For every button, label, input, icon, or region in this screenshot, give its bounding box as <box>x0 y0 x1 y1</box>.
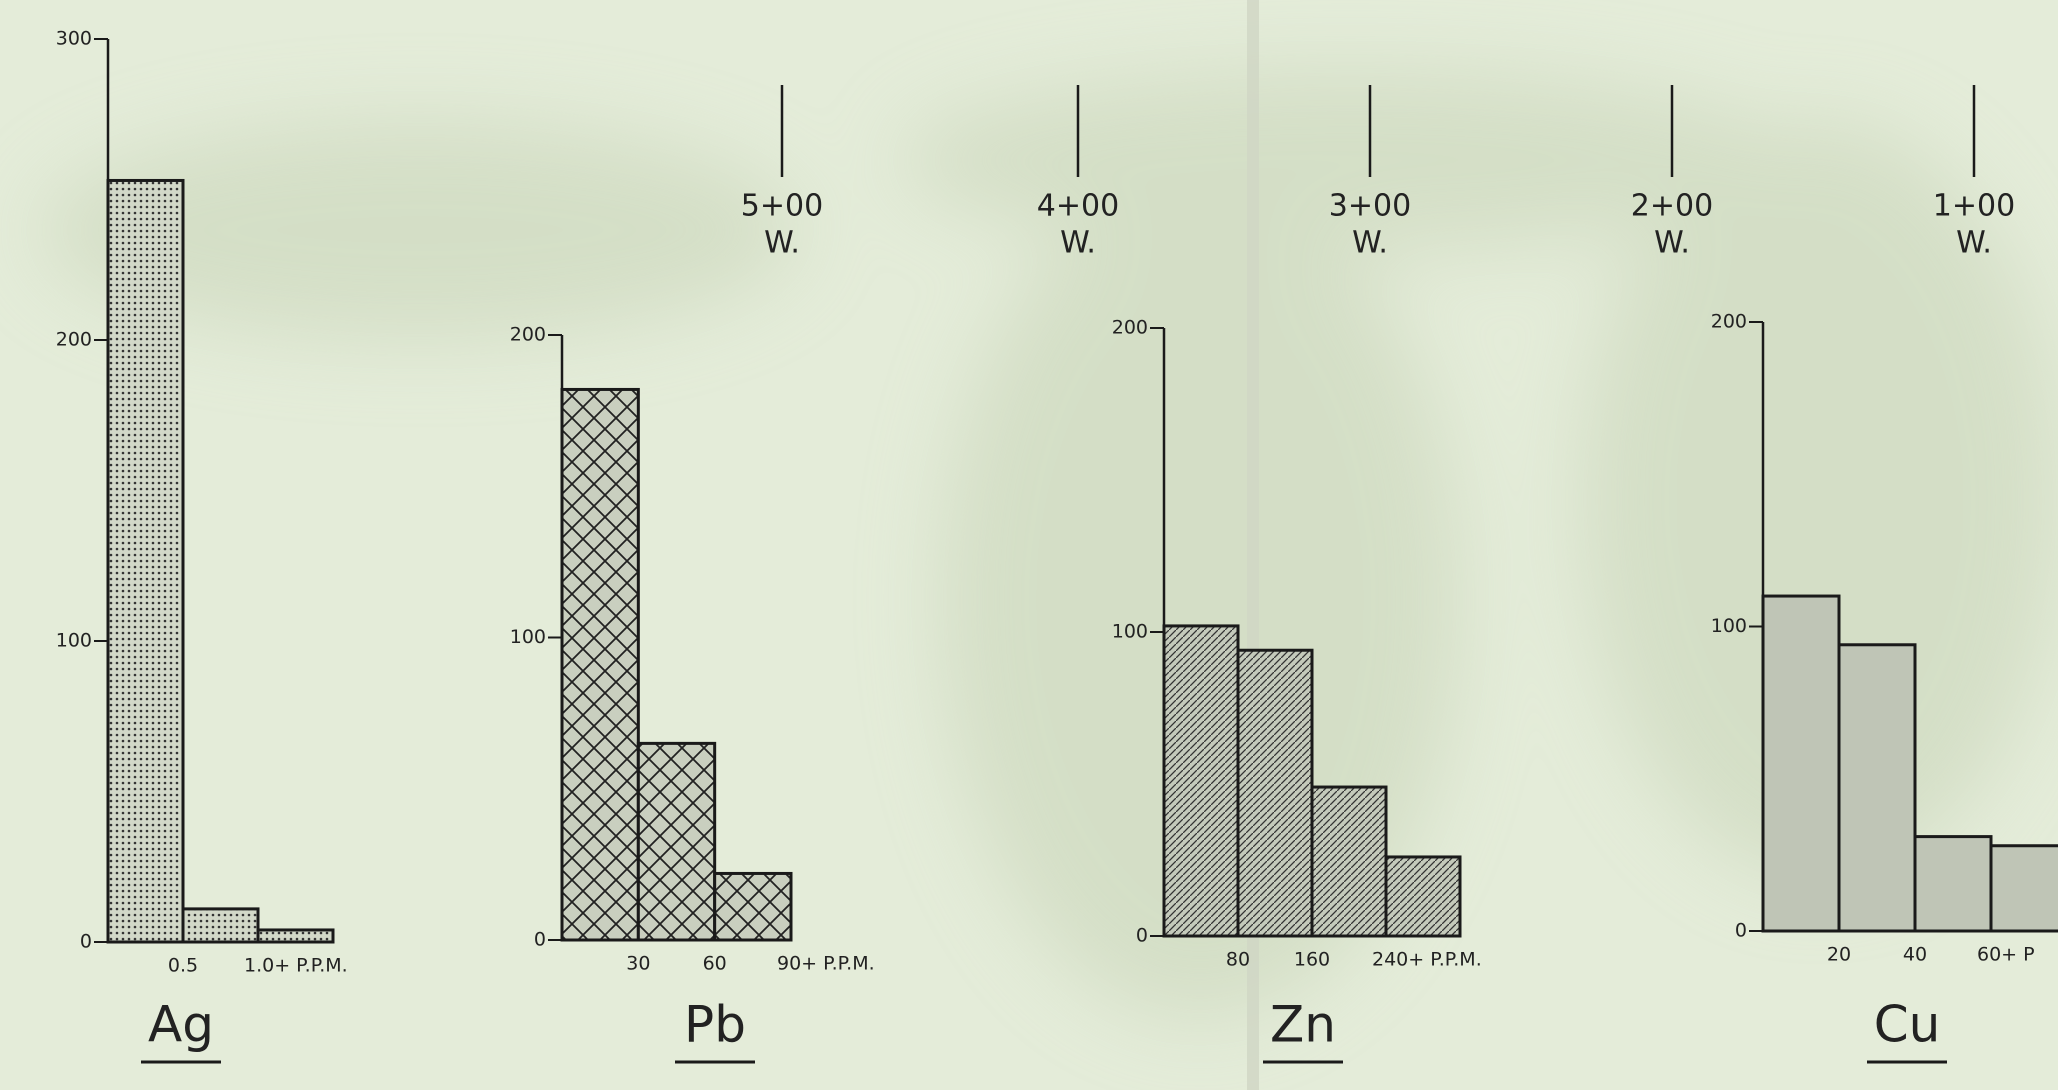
station-label: 3+00 <box>1329 189 1411 224</box>
x-tick-label: 160 <box>1294 949 1330 971</box>
station-sub: W. <box>764 226 800 261</box>
y-tick-label: 200 <box>1711 311 1747 333</box>
x-tick-label: 60 <box>703 953 727 975</box>
station-sub: W. <box>1654 226 1690 261</box>
y-tick-label: 300 <box>56 28 92 50</box>
bar <box>1384 855 1462 938</box>
chart-title: Cu <box>1874 996 1941 1054</box>
bar <box>560 387 640 942</box>
station-label: 5+00 <box>741 189 823 224</box>
x-tick-label: 30 <box>626 953 650 975</box>
x-tick-label: 60+ P <box>1977 944 2035 966</box>
y-tick-label: 100 <box>1112 621 1148 643</box>
x-tick-label: 40 <box>1903 944 1927 966</box>
station-sub: W. <box>1956 226 1992 261</box>
bar <box>106 178 185 944</box>
y-tick-label: 0 <box>1735 920 1747 942</box>
y-tick-label: 100 <box>1711 615 1747 637</box>
y-tick-label: 0 <box>534 929 546 951</box>
bar <box>1162 624 1240 938</box>
station-sub: W. <box>1352 226 1388 261</box>
x-tick-label: 0.5 <box>168 955 198 977</box>
x-tick-label: 240+ P.P.M. <box>1372 949 1482 971</box>
bar <box>1837 643 1917 933</box>
station-sub: W. <box>1060 226 1096 261</box>
bar <box>256 928 335 944</box>
y-tick-label: 200 <box>510 324 546 346</box>
y-tick-label: 0 <box>1136 925 1148 947</box>
bar <box>1913 835 1993 933</box>
y-tick-label: 100 <box>510 626 546 648</box>
bar <box>181 907 260 944</box>
bar <box>1236 648 1314 938</box>
station-label: 1+00 <box>1933 189 2015 224</box>
chart-title: Ag <box>148 996 214 1054</box>
bar <box>636 741 717 942</box>
y-tick-label: 100 <box>56 630 92 652</box>
station-label: 4+00 <box>1037 189 1119 224</box>
bar <box>1310 785 1388 938</box>
x-tick-label: 20 <box>1827 944 1851 966</box>
chart-title: Zn <box>1270 996 1336 1054</box>
y-tick-label: 200 <box>1112 317 1148 339</box>
x-tick-label: 80 <box>1226 949 1250 971</box>
y-tick-label: 0 <box>80 931 92 953</box>
y-tick-label: 200 <box>56 329 92 351</box>
bar <box>713 871 793 942</box>
x-tick-label: 1.0+ P.P.M. <box>244 955 348 977</box>
bar <box>1989 844 2058 933</box>
bar <box>1761 594 1841 933</box>
x-tick-label: 90+ P.P.M. <box>777 953 875 975</box>
chart-title: Pb <box>684 996 746 1054</box>
station-label: 2+00 <box>1631 189 1713 224</box>
